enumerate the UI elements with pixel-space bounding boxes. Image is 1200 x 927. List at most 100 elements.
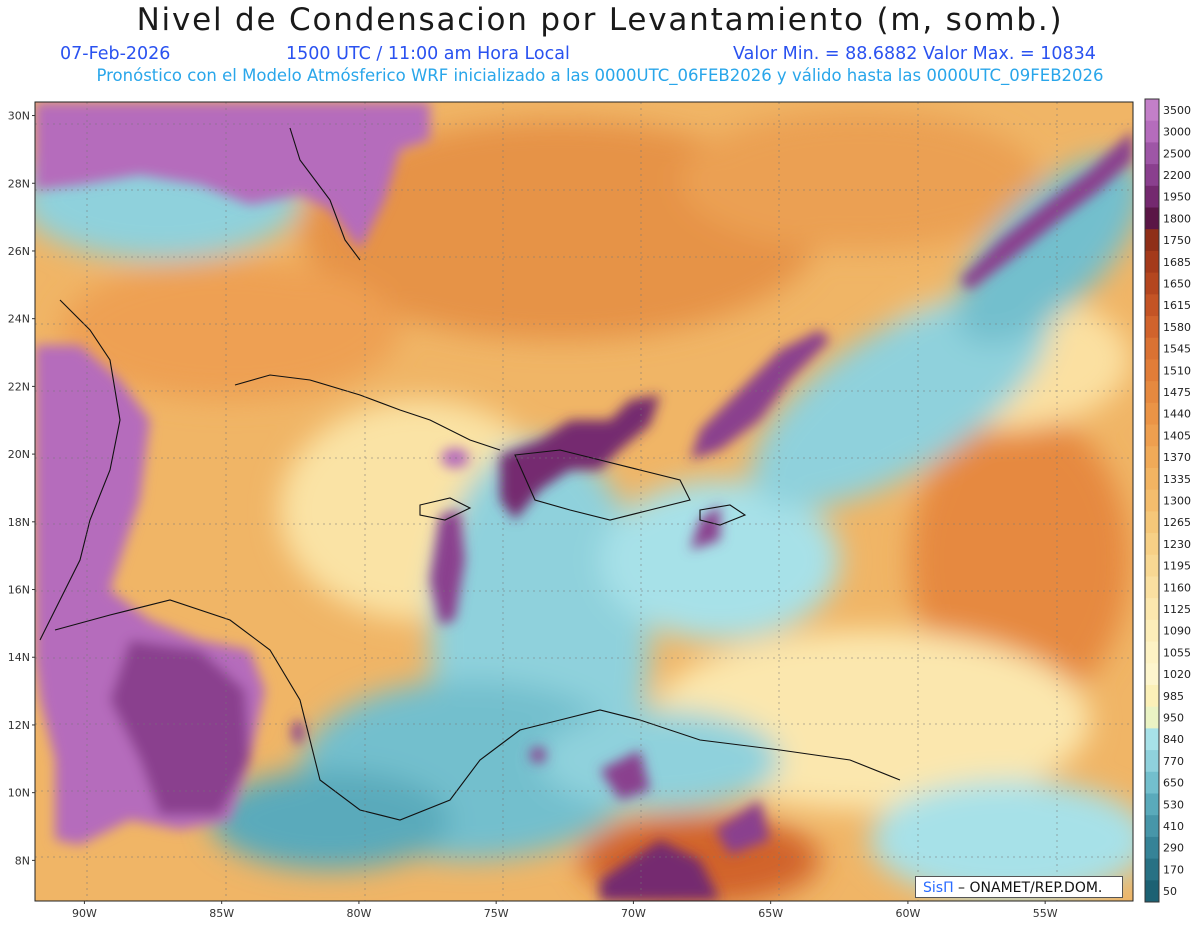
lat-tick-label: 28N <box>8 177 30 190</box>
legend-label: 50 <box>1163 885 1177 898</box>
legend-label: 1335 <box>1163 473 1191 486</box>
legend-label: 1475 <box>1163 386 1191 399</box>
legend-swatch <box>1145 164 1159 187</box>
legend-label: 650 <box>1163 777 1184 790</box>
legend-swatch <box>1145 858 1159 881</box>
legend-label: 950 <box>1163 712 1184 725</box>
coastlines <box>39 127 901 821</box>
lat-tick-label: 22N <box>8 380 30 393</box>
legend-label: 2200 <box>1163 169 1191 182</box>
legend-swatch <box>1145 576 1159 599</box>
color-legend: 3500 3000 2500 2200 1950 1800 1750 1685 1650 1615… <box>1144 98 1191 903</box>
lat-tick-label: 12N <box>8 719 30 732</box>
legend-swatch <box>1145 728 1159 751</box>
legend-swatch <box>1145 424 1159 447</box>
lat-tick-label: 18N <box>8 516 30 529</box>
legend-label: 1405 <box>1163 429 1191 442</box>
legend-label: 1090 <box>1163 625 1191 638</box>
legend-label: 1440 <box>1163 408 1191 421</box>
legend-swatch <box>1145 359 1159 382</box>
longitude-axis: 90W 85W 80W 75W 70W 65W 60W 55W <box>72 901 1058 920</box>
legend-label: 1370 <box>1163 451 1191 464</box>
lat-tick-label: 24N <box>8 313 30 326</box>
legend-label: 2500 <box>1163 147 1191 160</box>
legend-swatch <box>1145 641 1159 664</box>
legend-swatch <box>1145 272 1159 295</box>
legend-label: 1580 <box>1163 321 1191 334</box>
legend-label: 410 <box>1163 820 1184 833</box>
legend-label: 1750 <box>1163 234 1191 247</box>
legend-label: 1650 <box>1163 277 1191 290</box>
legend-swatch <box>1145 294 1159 317</box>
lon-tick-label: 90W <box>72 907 97 920</box>
legend-label: 3500 <box>1163 104 1191 117</box>
legend-swatch <box>1145 706 1159 729</box>
legend-label: 1950 <box>1163 191 1191 204</box>
sispi-logo-text: SisΠ <box>923 880 954 896</box>
legend-swatch <box>1145 185 1159 209</box>
legend-swatch <box>1145 142 1159 165</box>
legend-swatch <box>1145 316 1159 339</box>
legend-label: 1195 <box>1163 560 1191 573</box>
legend-label: 1020 <box>1163 668 1191 681</box>
legend-label: 770 <box>1163 755 1184 768</box>
legend-label: 1510 <box>1163 364 1191 377</box>
lat-tick-label: 16N <box>8 584 30 597</box>
latitude-axis: 30N 28N 26N 24N 22N 20N 18N 16N 14N 12N 10N 8N <box>8 110 35 867</box>
date-label: 07-Feb-2026 <box>60 44 171 64</box>
credit-box: SisΠ – ONAMET/REP.DOM. <box>915 876 1123 898</box>
legend-swatch <box>1145 229 1159 252</box>
lat-tick-label: 14N <box>8 651 30 664</box>
legend-label: 1685 <box>1163 256 1191 269</box>
lat-tick-label: 30N <box>8 110 30 123</box>
legend-swatch <box>1145 771 1159 794</box>
legend-swatch <box>1145 619 1159 643</box>
lon-tick-label: 55W <box>1033 907 1058 920</box>
legend-swatch <box>1145 467 1159 491</box>
lat-tick-label: 20N <box>8 448 30 461</box>
legend-swatch <box>1145 750 1159 773</box>
time-label: 1500 UTC / 11:00 am Hora Local <box>286 44 570 64</box>
lon-tick-label: 80W <box>346 907 371 920</box>
legend-swatch <box>1145 446 1159 469</box>
legend-swatch <box>1145 337 1159 360</box>
legend-label: 840 <box>1163 733 1184 746</box>
legend-label: 1615 <box>1163 299 1191 312</box>
legend-label: 1300 <box>1163 495 1191 508</box>
legend-swatch <box>1145 381 1159 404</box>
legend-swatch <box>1145 554 1159 577</box>
lon-tick-label: 85W <box>209 907 234 920</box>
legend-frame <box>1144 98 1160 903</box>
legend-swatch <box>1145 489 1159 512</box>
map-field <box>35 102 1133 901</box>
legend-swatch <box>1145 250 1159 274</box>
legend-swatch <box>1145 836 1159 860</box>
legend-label: 3000 <box>1163 126 1191 139</box>
lon-tick-label: 75W <box>484 907 509 920</box>
legend-label: 530 <box>1163 798 1184 811</box>
map-frame <box>34 101 1134 902</box>
legend-label: 1265 <box>1163 516 1191 529</box>
lon-tick-label: 70W <box>621 907 646 920</box>
chart-title: Nivel de Condensacion por Levantamiento … <box>136 2 1064 38</box>
legend-label: 1230 <box>1163 538 1191 551</box>
legend-label: 1160 <box>1163 581 1191 594</box>
legend-label: 1800 <box>1163 212 1191 225</box>
credit-text: – ONAMET/REP.DOM. <box>953 880 1103 896</box>
graticule <box>35 102 1133 901</box>
legend-label: 1545 <box>1163 343 1191 356</box>
lon-tick-label: 60W <box>895 907 920 920</box>
legend-swatch <box>1145 207 1159 230</box>
legend-swatch <box>1145 815 1159 838</box>
lat-tick-label: 8N <box>15 854 30 867</box>
lon-tick-label: 65W <box>758 907 783 920</box>
legend-label: 985 <box>1163 690 1184 703</box>
legend-swatch <box>1145 880 1159 903</box>
legend-label: 1055 <box>1163 646 1191 659</box>
min-max-label: Valor Min. = 88.6882 Valor Max. = 10834 <box>733 44 1096 64</box>
legend-swatch <box>1145 99 1159 122</box>
legend-swatch <box>1145 533 1159 556</box>
legend-label: 1125 <box>1163 603 1191 616</box>
legend-swatch <box>1145 793 1159 816</box>
